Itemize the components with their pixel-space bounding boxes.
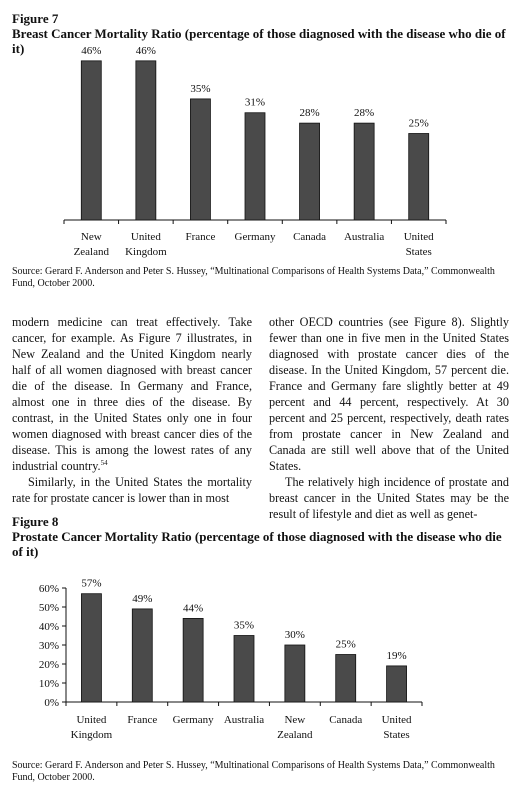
x-tick-label: France bbox=[185, 231, 215, 243]
body-paragraph: The relatively high incidence of prostat… bbox=[269, 475, 509, 521]
figure-8-chart: 0% 10% 20% 30% 40% 50% 60% 57% United Kingdom 49% F… bbox=[39, 578, 423, 741]
body-paragraph: other OECD countries (see Figure 8). Sli… bbox=[269, 315, 509, 473]
bar bbox=[353, 122, 375, 221]
data-label: 28% bbox=[299, 107, 319, 119]
bar bbox=[81, 593, 102, 703]
x-tick-label: France bbox=[127, 714, 157, 726]
body-paragraph: Similarly, in the United States the mort… bbox=[12, 475, 252, 505]
y-tick-label: 60% bbox=[39, 583, 59, 595]
data-label: 44% bbox=[183, 602, 203, 614]
data-label: 46% bbox=[136, 45, 156, 57]
figure-7-title: Breast Cancer Mortality Ratio (percentag… bbox=[12, 26, 506, 56]
body-text: modern medicine can treat effectively. T… bbox=[12, 315, 252, 473]
x-tick-label: States bbox=[383, 729, 409, 741]
data-label: 31% bbox=[245, 97, 265, 109]
x-tick-label: United bbox=[76, 714, 106, 726]
x-tick-label: Germany bbox=[173, 714, 214, 726]
x-tick-label: Canada bbox=[293, 231, 326, 243]
data-label: 35% bbox=[234, 620, 254, 632]
x-tick-label: Kingdom bbox=[125, 246, 167, 258]
bar bbox=[182, 618, 204, 703]
figure-8-label: Figure 8 bbox=[12, 514, 59, 529]
bar bbox=[135, 60, 157, 221]
data-label: 28% bbox=[354, 107, 374, 119]
data-label: 35% bbox=[190, 83, 210, 95]
footnote-reference: 54 bbox=[100, 458, 108, 467]
bar bbox=[408, 133, 430, 221]
bar bbox=[335, 654, 357, 703]
bar bbox=[284, 644, 306, 703]
figure-8-title: Prostate Cancer Mortality Ratio (percent… bbox=[12, 529, 502, 559]
y-tick-label: 30% bbox=[39, 640, 59, 652]
y-tick-label: 10% bbox=[39, 678, 59, 690]
bar bbox=[131, 608, 153, 703]
bar bbox=[386, 665, 407, 703]
body-column-right: other OECD countries (see Figure 8). Sli… bbox=[269, 314, 509, 522]
data-label: 25% bbox=[409, 118, 429, 130]
x-tick-label: Australia bbox=[224, 714, 264, 726]
y-tick-label: 20% bbox=[39, 659, 59, 671]
bar bbox=[244, 112, 266, 221]
data-label: 49% bbox=[132, 593, 152, 605]
figure-7-chart: 46% New Zealand 46% United Kingdom 35% France 31… bbox=[63, 45, 447, 258]
data-label: 25% bbox=[336, 639, 356, 651]
x-tick-label: Germany bbox=[235, 231, 276, 243]
body-column-left: modern medicine can treat effectively. T… bbox=[12, 314, 252, 506]
x-tick-label: United bbox=[382, 714, 412, 726]
body-paragraph: modern medicine can treat effectively. T… bbox=[12, 314, 252, 474]
x-tick-label: New bbox=[284, 714, 305, 726]
figure-7-source: Source: Gerard F. Anderson and Peter S. … bbox=[12, 266, 495, 289]
x-tick-label: New bbox=[81, 231, 102, 243]
data-label: 46% bbox=[81, 45, 101, 57]
x-tick-label: United bbox=[404, 231, 434, 243]
x-tick-label: Australia bbox=[344, 231, 384, 243]
x-tick-label: Kingdom bbox=[71, 729, 113, 741]
y-tick-label: 40% bbox=[39, 621, 59, 633]
data-label: 30% bbox=[285, 629, 305, 641]
y-tick-label: 50% bbox=[39, 602, 59, 614]
x-tick-label: Zealand bbox=[277, 729, 313, 741]
bar bbox=[299, 122, 320, 221]
bar bbox=[80, 60, 102, 221]
y-tick-label: 0% bbox=[44, 697, 59, 709]
x-tick-label: States bbox=[406, 246, 432, 258]
bar bbox=[190, 98, 211, 221]
x-tick-label: United bbox=[131, 231, 161, 243]
figure-8-source: Source: Gerard F. Anderson and Peter S. … bbox=[12, 760, 495, 783]
x-tick-label: Canada bbox=[329, 714, 362, 726]
bar bbox=[233, 635, 255, 703]
x-tick-label: Zealand bbox=[74, 246, 110, 258]
figure-7-label: Figure 7 bbox=[12, 11, 59, 26]
data-label: 19% bbox=[386, 650, 406, 662]
data-label: 57% bbox=[81, 578, 101, 590]
